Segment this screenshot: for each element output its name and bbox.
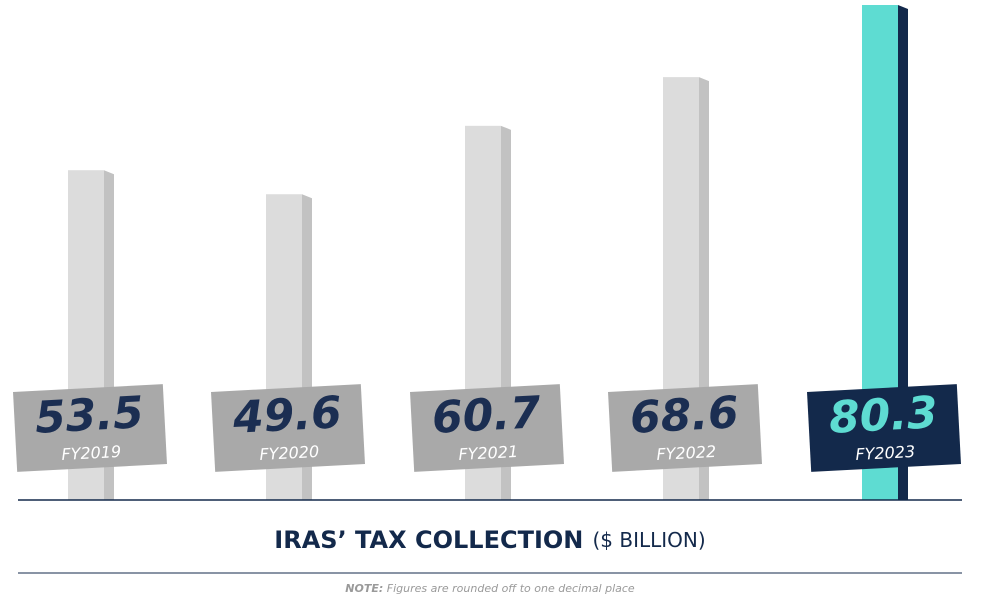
label-box: [410, 384, 564, 472]
note-label: NOTE:: [345, 582, 383, 595]
x-tick-label: FY2021: [458, 442, 519, 464]
chart-title-line: IRAS’ TAX COLLECTION ($ BILLION): [274, 526, 705, 554]
note: Figures are rounded off to one decimal p…: [387, 582, 635, 595]
value-label: 60.7: [431, 387, 542, 444]
x-tick-label: FY2020: [259, 442, 320, 464]
x-tick-label: FY2022: [656, 442, 717, 464]
label-box: [13, 384, 167, 472]
bar-side: [898, 5, 908, 500]
chart-title: IRAS’ TAX COLLECTION: [274, 526, 583, 554]
value-label: 80.3: [828, 387, 939, 444]
label-box: [807, 384, 961, 472]
label-box: [608, 384, 762, 472]
x-tick-label: FY2019: [61, 442, 122, 464]
label-box: [211, 384, 365, 472]
chart-unit: ($ BILLION): [592, 528, 705, 552]
note-line: NOTE: Figures are rounded off to one dec…: [345, 582, 635, 595]
value-label: 49.6: [231, 387, 343, 444]
x-tick-label: FY2023: [855, 442, 916, 464]
value-label: 68.6: [629, 387, 740, 444]
value-label: 53.5: [34, 387, 145, 444]
